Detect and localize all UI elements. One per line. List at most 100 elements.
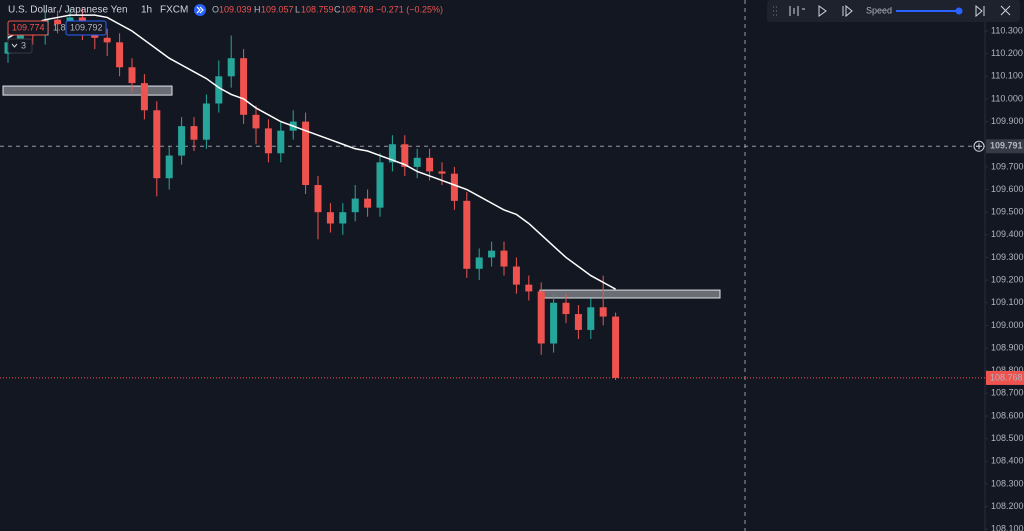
moving-average [7, 14, 616, 290]
candle-body [128, 67, 136, 84]
y-tick-label: 109.200 [991, 274, 1024, 284]
candle-body [116, 42, 124, 68]
ohlc-value: 108.759 [301, 4, 334, 14]
candle-body [364, 198, 372, 208]
y-tick-label: 108.600 [991, 410, 1024, 420]
candle-body [326, 212, 334, 224]
candle-body [413, 157, 421, 167]
candle-body [438, 171, 446, 174]
candle-body [376, 162, 384, 208]
interval[interactable]: 1h [141, 5, 152, 16]
candle-body [612, 316, 620, 378]
candle-body [450, 173, 458, 201]
candle-body [426, 157, 434, 172]
candle-body [202, 103, 210, 140]
y-tick-label: 108.200 [991, 501, 1024, 511]
play-button[interactable] [818, 5, 827, 17]
candle-body [537, 291, 545, 344]
candle-body [500, 250, 508, 267]
y-tick-label: 109.700 [991, 161, 1024, 171]
buy-price[interactable]: 109.792 [70, 22, 103, 32]
ohlc-value: 109.039 [219, 4, 252, 14]
candle-body [339, 212, 347, 224]
y-tick-label: 108.100 [991, 524, 1024, 531]
candle-body [140, 83, 148, 111]
change: −0.271 (−0.25%) [376, 4, 443, 14]
candle-body [388, 144, 396, 163]
jump-to-realtime[interactable] [975, 4, 985, 18]
crosshair-add-button[interactable] [973, 140, 985, 152]
price-zone [2, 85, 173, 96]
candle-body [314, 185, 322, 213]
y-tick-label: 110.300 [991, 25, 1023, 35]
y-tick-label: 110.200 [991, 48, 1023, 58]
y-tick-label: 108.400 [991, 456, 1024, 466]
drag-handle[interactable] [773, 6, 777, 16]
candle-body [227, 58, 235, 77]
speed-handle[interactable] [955, 7, 963, 15]
buy-button[interactable] [65, 20, 107, 36]
candle-body [512, 266, 520, 285]
price-zone [539, 289, 721, 299]
close-button[interactable] [1000, 5, 1011, 16]
candle-body [252, 114, 260, 129]
ohlc-value: 109.057 [261, 4, 294, 14]
y-tick-label: 108.300 [991, 478, 1024, 488]
crosshair-add-glyph [976, 143, 982, 150]
ohlc-label: C [334, 4, 341, 14]
y-tick-label: 109.300 [991, 252, 1024, 262]
sell-button[interactable] [7, 20, 49, 36]
chevron [11, 43, 18, 48]
candle-body [401, 144, 409, 167]
y-tick-label: 109.900 [991, 116, 1024, 126]
indicator-count[interactable]: 3 [21, 40, 26, 50]
candle-body [525, 284, 533, 292]
candle-body [302, 121, 310, 186]
y-tick-label: 108.800 [991, 365, 1024, 375]
candle-body [574, 314, 582, 330]
crosshair-label: 109.791 [990, 141, 1023, 151]
candle-body [215, 76, 223, 104]
candle-body [562, 302, 570, 315]
candle-body [103, 37, 111, 43]
candle-body [165, 155, 173, 179]
candle-body [599, 307, 607, 317]
candle-body [264, 128, 272, 154]
y-tick-label: 109.400 [991, 229, 1024, 239]
indicator-toggle[interactable] [7, 38, 33, 54]
last-price-label: 108.768 [990, 372, 1023, 382]
plot [0, 8, 985, 380]
y-tick-label: 108.900 [991, 342, 1024, 352]
candle-body [463, 200, 471, 269]
candle-body [587, 307, 595, 330]
candle-body [16, 31, 24, 43]
ohlc-label: L [295, 4, 300, 14]
y-tick-label: 108.700 [991, 388, 1024, 398]
candle-body [550, 302, 558, 344]
candle-body [54, 19, 62, 25]
y-tick-label: 110.000 [991, 93, 1023, 103]
sell-price[interactable]: 109.774 [12, 22, 45, 32]
candle-body [488, 250, 496, 258]
y-tick-label: 109.500 [991, 207, 1024, 217]
spread: 1.8 [53, 22, 66, 32]
candle-body [153, 110, 161, 179]
candle-body [240, 58, 248, 115]
select-bar-button[interactable] [789, 6, 805, 16]
y-tick-label: 109.000 [991, 320, 1024, 330]
ohlc-label: H [254, 4, 261, 14]
candle-body [178, 126, 186, 156]
y-tick-label: 109.600 [991, 184, 1024, 194]
forward-button[interactable] [842, 4, 853, 18]
last-price-box [986, 370, 1024, 385]
candle-body [351, 198, 359, 213]
replay-icon-glyph [196, 6, 204, 14]
symbol: U.S. Dollar / Japanese Yen [8, 5, 128, 16]
y-tick-label: 110.100 [991, 71, 1023, 81]
crosshair-label-box [986, 139, 1024, 154]
speed-label: Speed [866, 5, 892, 15]
candle-body [277, 130, 285, 154]
candle-body [190, 126, 198, 140]
